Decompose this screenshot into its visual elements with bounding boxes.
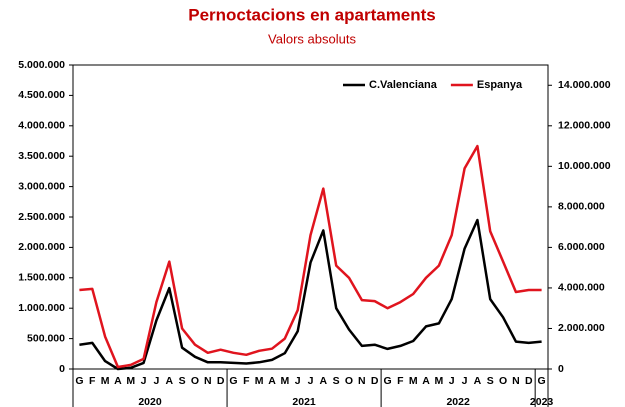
x-tick-label: J — [449, 375, 455, 387]
x-tick-label: A — [165, 375, 173, 387]
x-tick-label: J — [154, 375, 160, 387]
y2-tick-label: 6.000.000 — [558, 241, 605, 253]
x-tick-label: D — [371, 375, 379, 387]
x-tick-label: N — [358, 375, 366, 387]
x-tick-label: S — [333, 375, 340, 387]
x-tick-label: O — [191, 375, 199, 387]
year-label: 2022 — [446, 396, 470, 407]
x-tick-label: D — [217, 375, 225, 387]
x-tick-label: F — [397, 375, 404, 387]
x-tick-label: S — [179, 375, 186, 387]
y2-tick-label: 2.000.000 — [558, 322, 605, 334]
x-tick-label: M — [255, 375, 264, 387]
x-tick-label: G — [229, 375, 237, 387]
legend-label: C.Valenciana — [369, 79, 438, 91]
y2-tick-label: 12.000.000 — [558, 120, 611, 132]
series-line — [79, 218, 542, 371]
x-tick-label: M — [280, 375, 289, 387]
legend-label: Espanya — [477, 79, 523, 91]
x-tick-label: M — [101, 375, 110, 387]
y-tick-label: 1.000.000 — [18, 302, 65, 314]
x-tick-label: A — [114, 375, 122, 387]
chart-subtitle: Valors absoluts — [268, 31, 356, 46]
x-tick-label: A — [268, 375, 276, 387]
y-tick-label: 3.000.000 — [18, 180, 65, 192]
y-tick-label: 2.000.000 — [18, 241, 65, 253]
x-tick-label: D — [525, 375, 533, 387]
x-tick-label: A — [474, 375, 482, 387]
x-tick-label: J — [141, 375, 147, 387]
y2-tick-label: 0 — [558, 363, 564, 375]
y2-tick-label: 8.000.000 — [558, 201, 605, 213]
x-tick-label: S — [487, 375, 494, 387]
x-tick-label: J — [308, 375, 314, 387]
x-tick-label: O — [499, 375, 507, 387]
y2-tick-label: 4.000.000 — [558, 282, 605, 294]
x-tick-label: A — [320, 375, 328, 387]
y2-tick-label: 14.000.000 — [558, 79, 611, 91]
x-tick-label: F — [89, 375, 96, 387]
x-tick-label: G — [537, 375, 545, 387]
y-tick-label: 1.500.000 — [18, 272, 65, 284]
y-tick-label: 4.000.000 — [18, 120, 65, 132]
x-tick-label: M — [126, 375, 135, 387]
plot-frame — [72, 64, 549, 370]
x-tick-label: M — [409, 375, 418, 387]
y-tick-label: 3.500.000 — [18, 150, 65, 162]
x-tick-label: J — [462, 375, 468, 387]
x-tick-label: J — [295, 375, 301, 387]
y-tick-label: 0 — [59, 363, 65, 375]
chart-title: Pernoctacions en apartaments — [188, 5, 436, 24]
x-tick-label: A — [422, 375, 430, 387]
x-tick-label: G — [383, 375, 391, 387]
y-tick-label: 5.000.000 — [18, 59, 65, 71]
series-line — [79, 144, 542, 369]
y-tick-label: 2.500.000 — [18, 211, 65, 223]
y-tick-label: 4.500.000 — [18, 89, 65, 101]
x-tick-label: N — [204, 375, 212, 387]
x-tick-label: G — [75, 375, 83, 387]
x-tick-label: F — [243, 375, 250, 387]
x-tick-label: O — [345, 375, 353, 387]
year-label: 2023 — [530, 396, 554, 407]
year-label: 2020 — [138, 396, 162, 407]
y2-tick-label: 10.000.000 — [558, 160, 611, 172]
year-label: 2021 — [292, 396, 316, 407]
x-tick-label: N — [512, 375, 520, 387]
x-tick-label: M — [435, 375, 444, 387]
y-tick-label: 500.000 — [27, 332, 65, 344]
